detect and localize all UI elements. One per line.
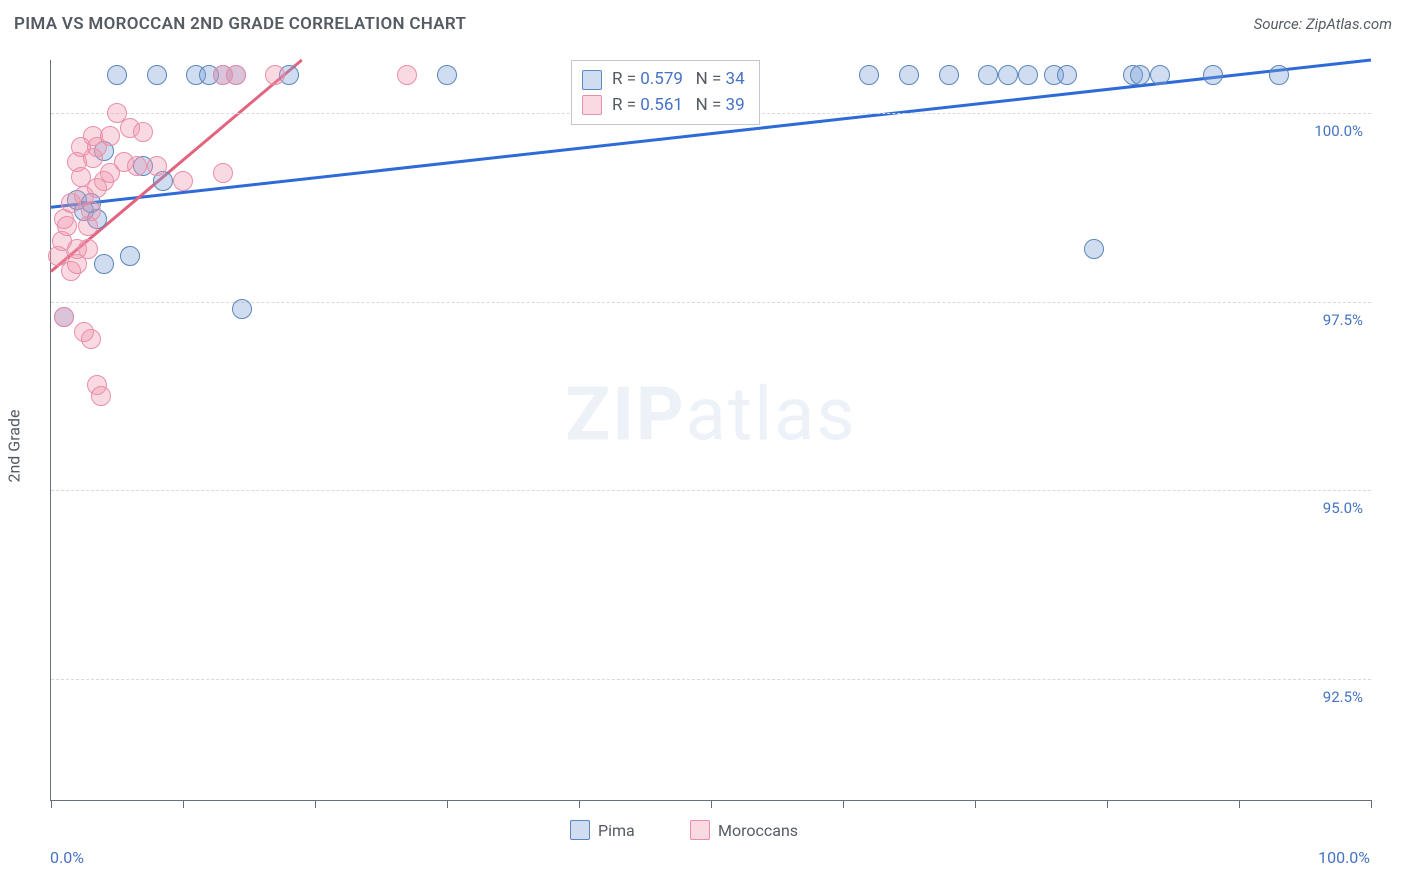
chart-title: PIMA VS MOROCCAN 2ND GRADE CORRELATION C… <box>14 14 466 34</box>
x-tick <box>1107 800 1108 808</box>
y-tick-label: 100.0% <box>1314 122 1363 140</box>
legend-pima: Pima <box>570 820 635 840</box>
data-point <box>213 163 233 183</box>
data-point <box>397 65 417 85</box>
x-tick <box>51 800 52 808</box>
legend-moroccans: Moroccans <box>690 820 798 840</box>
x-tick <box>1371 800 1372 808</box>
gridline <box>51 679 1371 680</box>
data-point <box>57 216 77 236</box>
x-tick <box>183 800 184 808</box>
x-tick <box>579 800 580 808</box>
data-point <box>232 299 252 319</box>
legend-pima-label: Pima <box>598 821 635 840</box>
data-point <box>1203 65 1223 85</box>
data-point <box>78 239 98 259</box>
x-tick <box>315 800 316 808</box>
data-point <box>147 156 167 176</box>
data-point <box>100 126 120 146</box>
data-point <box>1269 65 1289 85</box>
data-point <box>226 65 246 85</box>
stats-box: R = 0.579 N = 34 R = 0.561 N = 39 <box>571 60 760 125</box>
source-label: Source: ZipAtlas.com <box>1254 15 1392 33</box>
x-tick <box>1239 800 1240 808</box>
data-point <box>939 65 959 85</box>
moroccan-swatch-icon <box>690 820 710 840</box>
data-point <box>1130 65 1150 85</box>
y-tick-label: 92.5% <box>1323 688 1363 706</box>
data-point <box>91 386 111 406</box>
stats-row-moroccan: R = 0.561 N = 39 <box>582 93 745 119</box>
data-point <box>437 65 457 85</box>
data-point <box>81 201 101 221</box>
data-point <box>120 246 140 266</box>
trend-lines <box>51 60 1371 800</box>
data-point <box>127 156 147 176</box>
data-point <box>54 307 74 327</box>
data-point <box>1057 65 1077 85</box>
x-tick <box>711 800 712 808</box>
data-point <box>133 122 153 142</box>
data-point <box>107 65 127 85</box>
stats-row-pima: R = 0.579 N = 34 <box>582 67 745 93</box>
gridline <box>51 490 1371 491</box>
x-tick <box>975 800 976 808</box>
data-point <box>859 65 879 85</box>
data-point <box>147 65 167 85</box>
pima-swatch-icon <box>570 820 590 840</box>
data-point <box>1150 65 1170 85</box>
data-point <box>998 65 1018 85</box>
legend-moroccans-label: Moroccans <box>718 821 798 840</box>
chart-plot-area: ZIPatlas 92.5%95.0%97.5%100.0% R = 0.579… <box>50 60 1371 801</box>
data-point <box>978 65 998 85</box>
moroccan-swatch-icon <box>582 95 602 115</box>
data-point <box>173 171 193 191</box>
data-point <box>1084 239 1104 259</box>
data-point <box>899 65 919 85</box>
data-point <box>94 254 114 274</box>
pima-swatch-icon <box>582 70 602 90</box>
y-axis-label: 2nd Grade <box>5 409 24 482</box>
x-min-label: 0.0% <box>50 848 84 867</box>
x-tick <box>447 800 448 808</box>
x-tick <box>843 800 844 808</box>
x-max-label: 100.0% <box>1318 848 1370 867</box>
y-tick-label: 97.5% <box>1323 311 1363 329</box>
data-point <box>1018 65 1038 85</box>
data-point <box>265 65 285 85</box>
data-point <box>81 329 101 349</box>
y-tick-label: 95.0% <box>1323 499 1363 517</box>
